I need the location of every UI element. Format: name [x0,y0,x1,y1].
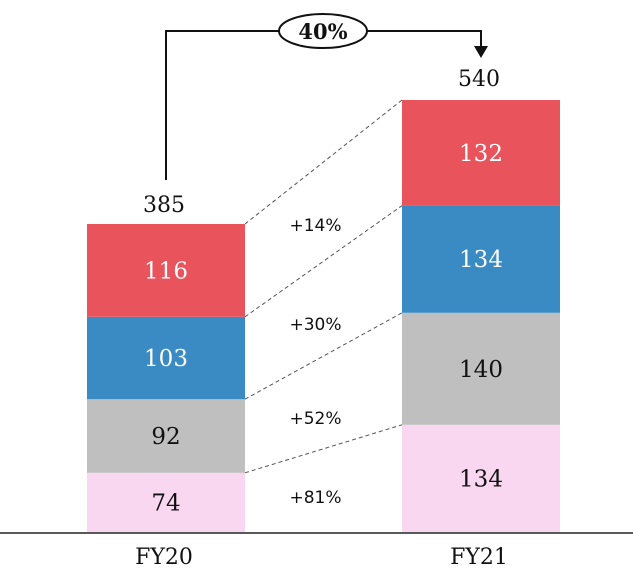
connector-line [244,312,403,400]
connectors-layer [244,99,403,474]
change-label: 40% [298,19,347,44]
growth-label: +14% [289,216,341,236]
bar-segment-fy21-2 [402,205,560,313]
bars-layer [87,100,560,532]
growth-label: +81% [289,488,341,508]
segment-value-label: 134 [459,466,503,492]
bar-segment-fy20-0 [87,472,245,532]
growth-label: +30% [289,315,341,335]
bar-segment-fy20-1 [87,399,245,473]
category-label: FY21 [450,545,508,570]
segment-value-label: 74 [151,490,180,516]
connector-line [244,424,403,474]
bar-segment-fy20-2 [87,316,245,400]
total-label: 540 [458,67,500,92]
bracket-arrowhead [474,46,488,58]
bar-segment-fy21-1 [402,312,560,425]
bar-segment-fy21-0 [402,424,560,532]
change-bracket: 40% [165,13,488,180]
segment-value-label: 134 [459,247,503,273]
segment-value-label: 103 [144,346,188,372]
bar-segment-fy21-3 [402,100,560,206]
change-badge [278,13,368,49]
labels-layer: 74 92 103 116 134 140 134 132 +81% +52% +30% +14% 38… [135,67,508,570]
total-label: 385 [143,193,185,218]
segment-value-label: 92 [151,424,180,450]
growth-label: +52% [289,409,341,429]
connector-line [244,99,403,225]
segment-value-label: 116 [144,258,188,284]
category-label: FY20 [135,545,193,570]
segment-value-label: 132 [459,141,503,167]
segment-value-label: 140 [459,357,503,383]
bar-segment-fy20-3 [87,224,245,317]
